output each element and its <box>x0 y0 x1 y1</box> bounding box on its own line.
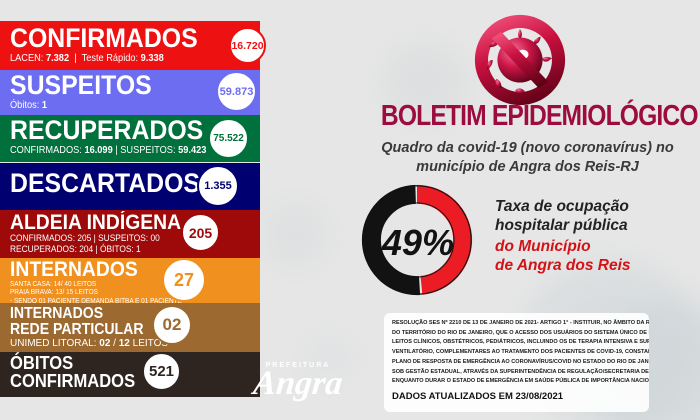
svg-text:49%: 49% <box>381 222 454 263</box>
